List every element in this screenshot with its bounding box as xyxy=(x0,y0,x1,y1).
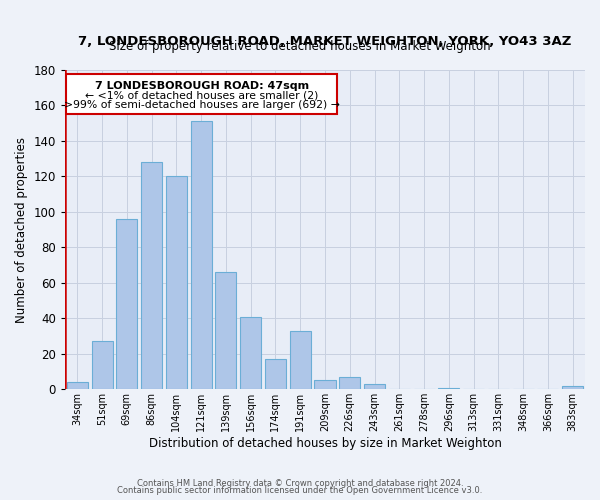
Text: 7 LONDESBOROUGH ROAD: 47sqm: 7 LONDESBOROUGH ROAD: 47sqm xyxy=(95,80,309,90)
Text: Contains public sector information licensed under the Open Government Licence v3: Contains public sector information licen… xyxy=(118,486,482,495)
Bar xyxy=(116,219,137,390)
X-axis label: Distribution of detached houses by size in Market Weighton: Distribution of detached houses by size … xyxy=(149,437,502,450)
Y-axis label: Number of detached properties: Number of detached properties xyxy=(15,136,28,322)
Bar xyxy=(66,74,337,114)
Text: Contains HM Land Registry data © Crown copyright and database right 2024.: Contains HM Land Registry data © Crown c… xyxy=(137,478,463,488)
Title: 7, LONDESBOROUGH ROAD, MARKET WEIGHTON, YORK, YO43 3AZ: 7, LONDESBOROUGH ROAD, MARKET WEIGHTON, … xyxy=(78,35,572,48)
Bar xyxy=(215,272,236,390)
Bar xyxy=(364,384,385,390)
Bar xyxy=(92,342,113,390)
Text: ← <1% of detached houses are smaller (2): ← <1% of detached houses are smaller (2) xyxy=(85,90,319,101)
Bar xyxy=(240,316,261,390)
Bar xyxy=(438,388,460,390)
Bar xyxy=(339,377,360,390)
Bar xyxy=(191,122,212,390)
Bar xyxy=(562,386,583,390)
Text: >99% of semi-detached houses are larger (692) →: >99% of semi-detached houses are larger … xyxy=(64,100,340,110)
Bar xyxy=(67,382,88,390)
Bar xyxy=(141,162,162,390)
Text: Size of property relative to detached houses in Market Weighton: Size of property relative to detached ho… xyxy=(109,40,491,52)
Bar xyxy=(290,331,311,390)
Bar xyxy=(265,359,286,390)
Bar xyxy=(314,380,335,390)
Bar xyxy=(166,176,187,390)
